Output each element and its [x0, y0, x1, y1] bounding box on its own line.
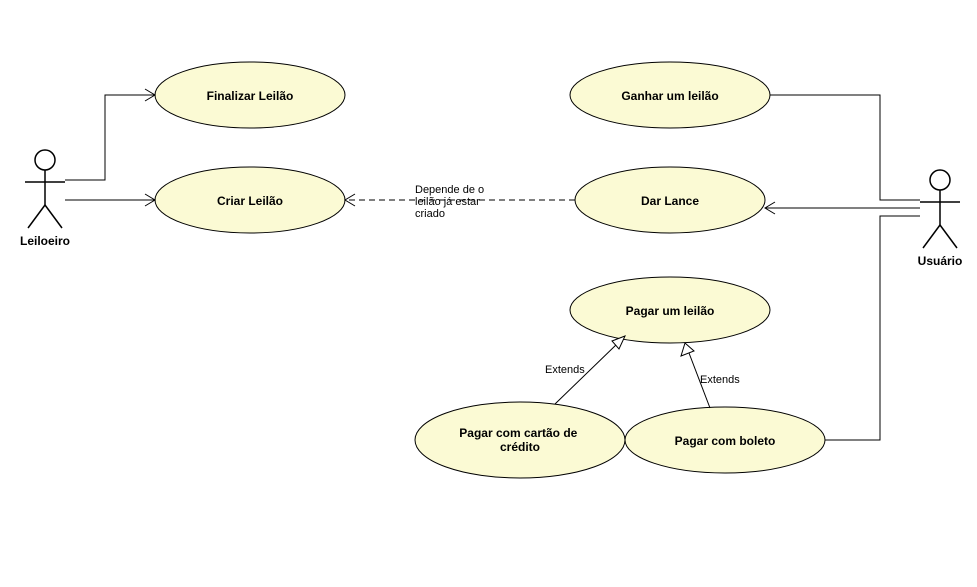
usecase-ganhar: Ganhar um leilão: [570, 62, 770, 128]
actor-usuario: Usuário: [918, 170, 963, 268]
usecase-pagar: Pagar um leilão: [570, 277, 770, 343]
usecase-finalizar-label: Finalizar Leilão: [207, 89, 294, 103]
usecase-darlance-label: Dar Lance: [641, 194, 699, 208]
usecase-cartao: Pagar com cartão de crédito: [415, 402, 625, 478]
edge-leiloeiro-finalizar: [65, 89, 155, 180]
edge-boleto-pagar-label: Extends: [700, 374, 740, 386]
usecase-boleto: Pagar com boleto: [625, 407, 825, 473]
usecase-criar: Criar Leilão: [155, 167, 345, 233]
usecase-pagar-label: Pagar um leilão: [626, 304, 715, 318]
edge-leiloeiro-criar: [65, 194, 155, 206]
edge-cartao-pagar-label: Extends: [545, 364, 585, 376]
edge-cartao-pagar: Extends: [545, 336, 625, 404]
edge-usuario-darlance: [765, 202, 920, 214]
usecase-diagram: Finalizar Leilão Criar Leilão Ganhar um …: [0, 0, 977, 587]
usecase-finalizar: Finalizar Leilão: [155, 62, 345, 128]
edge-darlance-criar-label: Depende de o leilão já estar criado: [415, 184, 487, 220]
usecase-darlance: Dar Lance: [575, 167, 765, 233]
actor-leiloeiro: Leiloeiro: [20, 150, 70, 248]
edge-darlance-criar: Depende de o leilão já estar criado: [345, 184, 575, 220]
usecase-boleto-label: Pagar com boleto: [675, 434, 776, 448]
usecase-ganhar-label: Ganhar um leilão: [621, 89, 718, 103]
edge-usuario-ganhar: [770, 95, 920, 200]
usecase-criar-label: Criar Leilão: [217, 194, 283, 208]
actor-leiloeiro-label: Leiloeiro: [20, 234, 70, 248]
edge-boleto-pagar: Extends: [681, 343, 740, 408]
edge-usuario-boleto: [825, 216, 920, 440]
actor-usuario-label: Usuário: [918, 254, 963, 268]
